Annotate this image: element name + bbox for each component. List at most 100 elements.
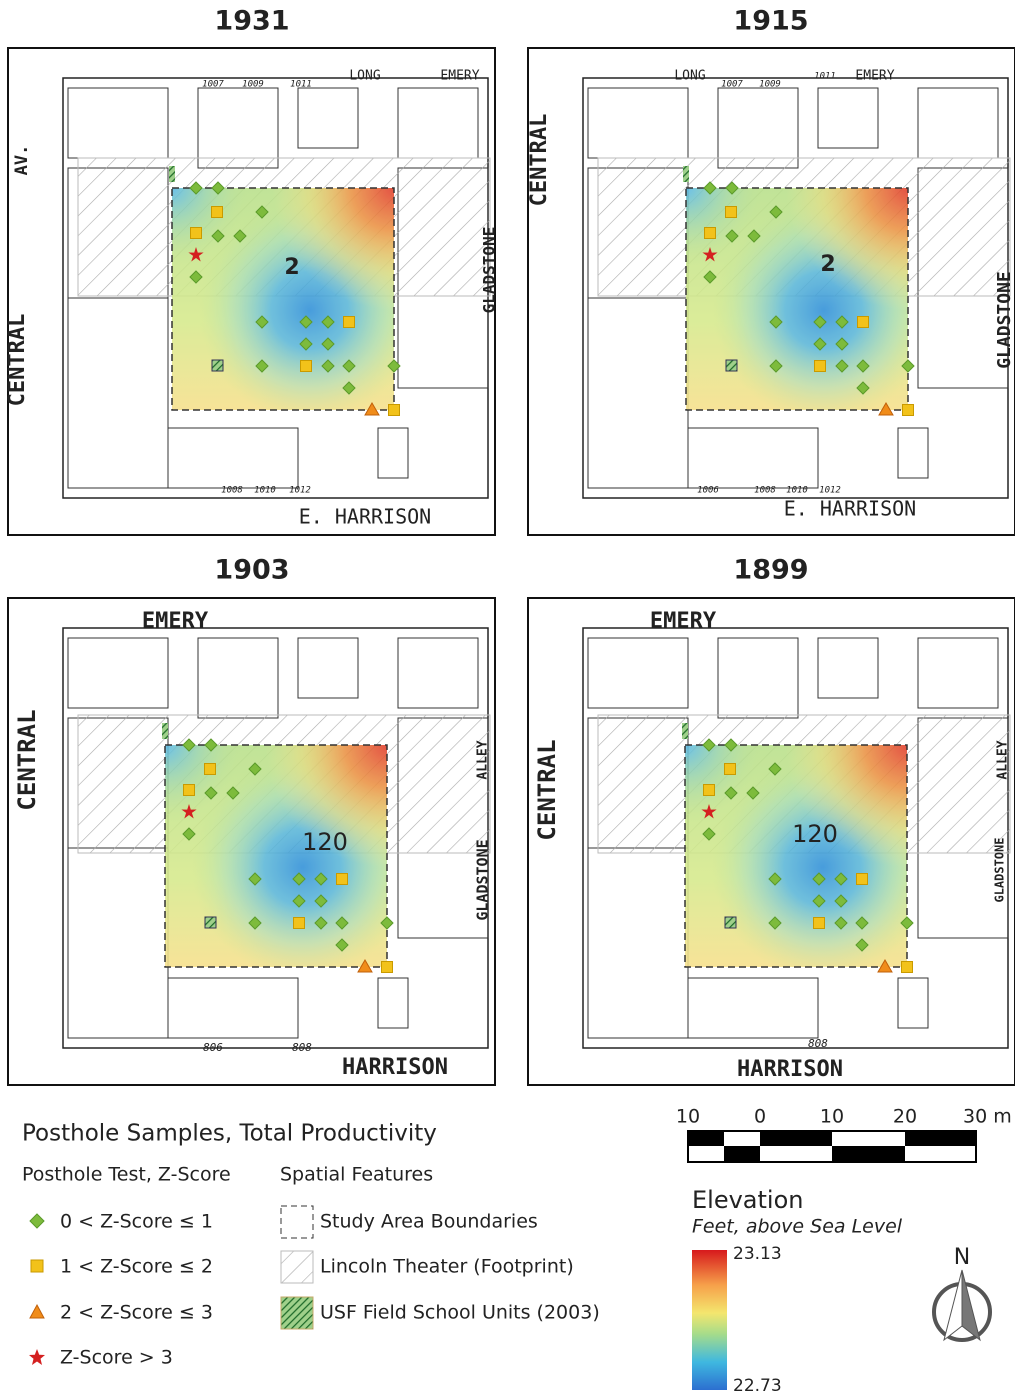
elevation-title: Elevation [692,1186,803,1214]
street-label: CENTRAL [527,114,552,207]
street-label: 1011 [290,80,312,90]
legend-square [31,1260,43,1272]
legend-label: Study Area Boundaries [320,1211,538,1233]
north-arrow: N [934,1245,990,1340]
street-label: 2 [284,255,299,280]
sample-square [815,361,826,372]
sample-square [205,764,216,775]
legend-theater [281,1251,313,1283]
north-label: N [954,1245,970,1270]
street-label: EMERY [855,69,894,84]
sample-square [705,228,716,239]
sample-square [301,361,312,372]
scale-seg [688,1131,724,1146]
street-label: 1009 [242,80,264,90]
legend-label: 2 < Z-Score ≤ 3 [60,1302,213,1324]
street-label: EMERY [440,69,479,84]
street-label: EMERY [650,609,717,634]
street-label: 808 [292,1041,312,1054]
street-label: 806 [203,1041,223,1054]
legend-usf [281,1297,313,1329]
usf-unit [683,166,689,182]
street-label: LONG [674,69,705,84]
street-label: 1012 [289,486,311,496]
usf-unit [726,360,737,371]
figure: 1931LONGEMERYAV.CENTRALGLADSTONEE. HARRI… [0,0,1015,1395]
elevation-subtitle: Feet, above Sea Level [692,1216,903,1238]
scale-seg [760,1131,832,1146]
street-label: CENTRAL [533,739,561,840]
scale-seg [724,1146,760,1162]
sample-square [814,918,825,929]
street-label: CENTRAL [13,709,41,810]
legend-label: 0 < Z-Score ≤ 1 [60,1211,213,1233]
sample-square [191,228,202,239]
street-label: ALLEY [996,740,1011,779]
usf-unit [682,723,688,739]
elevation-surface [685,745,907,967]
north-half [962,1270,980,1340]
map-panels: 1931LONGEMERYAV.CENTRALGLADSTONEE. HARRI… [5,6,1015,1086]
street-label: EMERY [142,609,209,634]
sample-square [389,405,400,416]
street-label: 1011 [814,72,836,82]
legend-label: USF Field School Units (2003) [320,1302,600,1324]
street-label: ALLEY [476,740,491,779]
north-half [944,1270,962,1340]
sample-square [726,207,737,218]
street-label: 1010 [786,486,808,496]
map-panel: EMERYCENTRALALLEYGLADSTONEHARRISON120808 [528,598,1015,1085]
legend-label: 1 < Z-Score ≤ 2 [60,1256,213,1278]
street-label: 1008 [754,486,776,496]
legend-boundary [281,1206,313,1238]
scale-label: 0 [754,1106,766,1128]
legend-diamond [30,1214,44,1228]
scale-seg [832,1146,905,1162]
legend-heading: Spatial Features [280,1164,433,1186]
sample-square [902,962,913,973]
elevation-surface [172,188,394,410]
elevation-surface [686,188,908,410]
sample-square [382,962,393,973]
street-label: GLADSTONE [994,271,1015,369]
scale-label: 30 m [963,1106,1012,1128]
sample-square [337,874,348,885]
scale-seg [905,1131,976,1146]
sample-square [184,785,195,796]
legend-title: Posthole Samples, Total Productivity [22,1121,437,1147]
sample-square [294,918,305,929]
surface-layer [686,188,908,410]
surface-layer [172,188,394,410]
street-label: 2 [820,252,835,277]
elevation-surface [165,745,387,967]
street-label: 1009 [759,80,781,90]
usf-unit [169,166,175,182]
legend-star [29,1349,45,1365]
street-label: 1012 [819,486,841,496]
legend-heading: Posthole Test, Z-Score [22,1164,231,1186]
legend-label: Lincoln Theater (Footprint) [320,1256,574,1278]
sample-square [344,317,355,328]
street-label: 1008 [221,486,243,496]
sample-square [903,405,914,416]
legend: Posthole Samples, Total Productivity Pos… [22,1121,600,1369]
street-label: E. HARRISON [784,497,916,521]
sample-square [858,317,869,328]
street-label: LONG [349,69,380,84]
map-panel: LONG EMERY CENTRAL GLADSTONE E. HARRISON 2 100… [527,48,1015,535]
elevation-min: 22.73 [733,1376,782,1395]
street-label: HARRISON [342,1055,448,1080]
sample-square [212,207,223,218]
panel-title: 1915 [733,6,808,37]
street-label: CENTRAL [5,314,30,407]
usf-unit [162,723,168,739]
usf-unit [725,917,736,928]
usf-unit [212,360,223,371]
street-label: 120 [302,828,348,856]
surface-layer [165,745,387,967]
scale-label: 20 [893,1106,917,1128]
sample-square [704,785,715,796]
street-label: 1010 [254,486,276,496]
street-label: 808 [808,1037,828,1050]
street-label: 1006 [697,486,719,496]
